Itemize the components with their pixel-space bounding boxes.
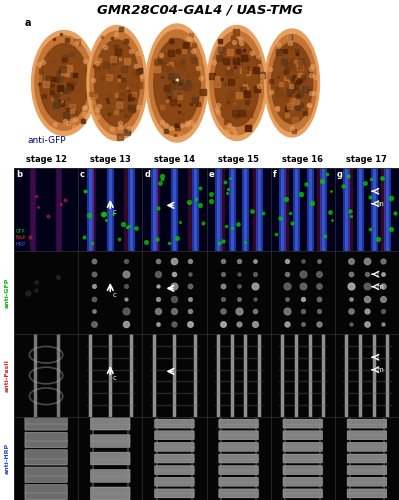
Ellipse shape: [265, 29, 320, 137]
Ellipse shape: [154, 39, 200, 127]
FancyBboxPatch shape: [283, 466, 322, 474]
FancyBboxPatch shape: [25, 450, 67, 465]
Ellipse shape: [87, 26, 147, 140]
Text: stage 17: stage 17: [346, 155, 387, 164]
FancyBboxPatch shape: [347, 419, 387, 428]
FancyBboxPatch shape: [91, 418, 130, 430]
Ellipse shape: [95, 40, 140, 126]
Text: GMR28C04-GAL4 / UAS-TMG: GMR28C04-GAL4 / UAS-TMG: [97, 3, 302, 16]
Ellipse shape: [149, 30, 205, 136]
FancyBboxPatch shape: [219, 478, 258, 486]
Ellipse shape: [207, 26, 267, 140]
Text: i: i: [376, 271, 378, 277]
Text: c: c: [112, 210, 116, 216]
Text: FasII: FasII: [16, 236, 27, 240]
Text: m: m: [376, 366, 383, 372]
FancyBboxPatch shape: [283, 419, 322, 428]
FancyBboxPatch shape: [347, 431, 387, 440]
FancyBboxPatch shape: [25, 484, 67, 500]
FancyBboxPatch shape: [25, 432, 67, 448]
Text: g: g: [337, 170, 343, 179]
FancyBboxPatch shape: [219, 454, 258, 463]
FancyBboxPatch shape: [347, 466, 387, 474]
Text: *: *: [175, 78, 179, 88]
FancyBboxPatch shape: [283, 454, 322, 463]
FancyBboxPatch shape: [155, 466, 194, 474]
FancyBboxPatch shape: [25, 467, 67, 482]
FancyBboxPatch shape: [91, 434, 130, 448]
Ellipse shape: [215, 40, 259, 126]
Text: stage 12: stage 12: [26, 155, 67, 164]
FancyBboxPatch shape: [283, 431, 322, 440]
Text: d: d: [144, 170, 150, 179]
FancyBboxPatch shape: [91, 487, 130, 500]
FancyBboxPatch shape: [219, 431, 258, 440]
Text: stage 16: stage 16: [282, 155, 323, 164]
FancyBboxPatch shape: [155, 442, 194, 452]
FancyBboxPatch shape: [219, 442, 258, 452]
FancyBboxPatch shape: [155, 431, 194, 440]
FancyBboxPatch shape: [283, 442, 322, 452]
FancyBboxPatch shape: [25, 415, 67, 430]
Text: stage 14: stage 14: [154, 155, 195, 164]
Ellipse shape: [267, 34, 317, 132]
Text: anti-FasII: anti-FasII: [4, 359, 10, 392]
Ellipse shape: [90, 31, 144, 134]
FancyBboxPatch shape: [347, 442, 387, 452]
Text: b: b: [16, 170, 22, 179]
Text: c: c: [112, 376, 116, 382]
FancyBboxPatch shape: [155, 419, 194, 428]
FancyBboxPatch shape: [347, 478, 387, 486]
Ellipse shape: [146, 24, 208, 142]
FancyBboxPatch shape: [283, 489, 322, 498]
Text: m: m: [376, 284, 383, 290]
Text: anti-GFP: anti-GFP: [4, 278, 10, 308]
Ellipse shape: [210, 31, 264, 134]
Text: a: a: [25, 18, 32, 28]
Text: stage 13: stage 13: [90, 155, 131, 164]
Text: i: i: [376, 188, 378, 194]
Text: anti-HRP: anti-HRP: [4, 443, 10, 474]
FancyBboxPatch shape: [91, 452, 130, 465]
FancyBboxPatch shape: [347, 489, 387, 498]
FancyBboxPatch shape: [347, 454, 387, 463]
FancyBboxPatch shape: [283, 478, 322, 486]
FancyBboxPatch shape: [219, 489, 258, 498]
FancyBboxPatch shape: [91, 470, 130, 482]
Text: i: i: [376, 354, 378, 360]
Ellipse shape: [32, 30, 97, 136]
FancyBboxPatch shape: [155, 489, 194, 498]
FancyBboxPatch shape: [155, 454, 194, 463]
FancyBboxPatch shape: [219, 466, 258, 474]
Text: c: c: [80, 170, 85, 179]
Text: GFP: GFP: [16, 228, 25, 234]
Text: m: m: [376, 200, 383, 206]
Text: anti-GFP: anti-GFP: [27, 136, 65, 145]
Text: c: c: [112, 292, 116, 298]
Text: stage 15: stage 15: [218, 155, 259, 164]
FancyBboxPatch shape: [219, 419, 258, 428]
Text: e: e: [208, 170, 214, 179]
Text: HRP: HRP: [16, 242, 26, 247]
Ellipse shape: [35, 36, 93, 130]
Text: f: f: [273, 170, 277, 179]
Ellipse shape: [271, 42, 313, 123]
Ellipse shape: [40, 44, 88, 122]
FancyBboxPatch shape: [155, 478, 194, 486]
